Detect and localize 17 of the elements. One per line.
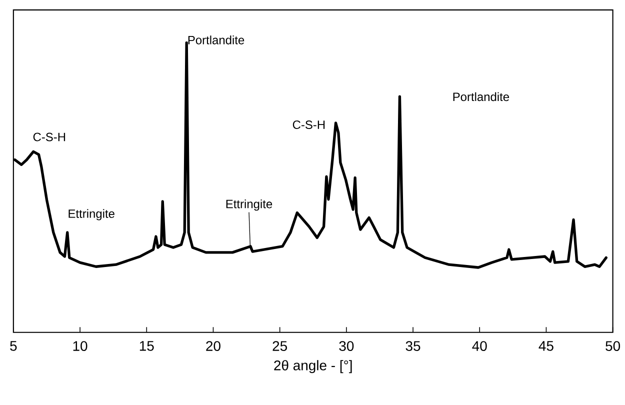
x-tick-label: 5 (10, 341, 17, 351)
annotation: Portlandite (453, 92, 510, 102)
x-tick-label: 20 (206, 341, 220, 352)
x-tick-label: 40 (472, 341, 487, 352)
annotation: Ettringite (68, 209, 114, 220)
x-tick-label: 10 (73, 341, 88, 352)
x-tick-label: 35 (406, 341, 420, 352)
annotation: Portlandite (188, 36, 244, 44)
annotation: C-S-H (292, 120, 325, 130)
annotation: C-S-H (33, 132, 66, 142)
x-tick-label: 25 (272, 341, 287, 352)
x-tick-label: 50 (606, 341, 620, 352)
annotation: Ettringite (226, 200, 272, 211)
x-axis-title: 2θ angle - [°] (274, 360, 352, 374)
x-tick-label: 45 (538, 341, 554, 351)
x-tick-label: 30 (339, 341, 354, 352)
x-tick-label: 15 (140, 341, 154, 351)
